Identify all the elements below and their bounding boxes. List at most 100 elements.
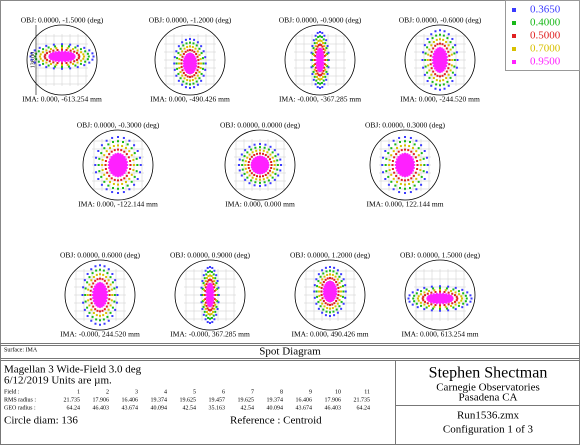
spot-dot xyxy=(52,58,55,61)
spot-dot xyxy=(427,53,430,56)
spot-dot xyxy=(315,42,318,45)
spot-dot xyxy=(450,64,453,67)
spot-dot xyxy=(321,31,324,34)
rms-value: 21.735 xyxy=(354,397,371,403)
spot-dot xyxy=(175,50,178,53)
spot-dot xyxy=(454,73,457,76)
spot-dot xyxy=(215,313,218,316)
spot-dot xyxy=(80,59,83,62)
spot-dot xyxy=(107,302,110,305)
spot-dot xyxy=(254,181,257,184)
obj-label: OBJ: 0.0000, 0.3000 (deg) xyxy=(365,121,445,130)
author: Stephen Shectman xyxy=(429,365,548,382)
spot-dot xyxy=(30,52,33,55)
spot-dot xyxy=(454,300,457,303)
spot-dot xyxy=(210,271,213,274)
spot-dot xyxy=(193,74,196,77)
spot-dot xyxy=(66,47,69,50)
obj-label: OBJ: 0.0000, 0.0000 (deg) xyxy=(220,121,300,130)
spot-dot xyxy=(203,303,206,306)
spot-dot xyxy=(61,46,63,49)
spot-dot xyxy=(408,300,411,303)
spot-dot xyxy=(443,73,446,76)
spot-dot xyxy=(185,42,188,45)
spot-dot xyxy=(122,141,125,144)
spot-dot xyxy=(217,301,220,304)
spot-dot xyxy=(110,150,113,153)
spot-dot xyxy=(430,33,433,36)
spot-dot xyxy=(52,52,55,55)
spot-dot xyxy=(189,72,191,75)
spot-dot xyxy=(404,179,406,182)
spot-dot xyxy=(314,59,317,61)
spot-dot xyxy=(387,152,390,155)
ima-label: IMA: 0.000, 490.426 mm xyxy=(291,330,368,339)
spot-dot xyxy=(406,174,409,177)
spot-dot xyxy=(212,273,215,276)
spot-dot xyxy=(105,290,108,293)
spot-dot xyxy=(322,42,325,45)
spot-dot xyxy=(117,148,119,151)
spot-dot xyxy=(448,63,451,66)
spot-dot xyxy=(426,71,429,74)
airy-circle xyxy=(174,259,246,331)
spot-dot xyxy=(398,136,401,139)
spot-dot xyxy=(419,301,422,304)
spot-dot xyxy=(447,50,450,53)
surface-label: Surface: IMA xyxy=(4,346,38,353)
spot-dot xyxy=(425,288,428,291)
spot-dot xyxy=(435,34,438,37)
spot-dot xyxy=(264,143,267,146)
spot-dot xyxy=(447,285,450,288)
spot-dot xyxy=(69,52,72,55)
spot-dot xyxy=(67,45,70,48)
spot-dot xyxy=(213,294,216,296)
spot-dot xyxy=(432,287,435,290)
spot-dot xyxy=(179,77,182,80)
configuration: Configuration 1 of 3 xyxy=(443,424,534,436)
spot-dot xyxy=(325,78,328,81)
spot-dot xyxy=(209,274,211,277)
spot-dot xyxy=(430,291,433,294)
spot-dot xyxy=(122,191,125,194)
spot-dot xyxy=(269,182,272,185)
spot-dot xyxy=(338,275,341,278)
spot-dot xyxy=(201,294,204,296)
spot-dot xyxy=(83,46,86,49)
spot-dot xyxy=(322,48,325,51)
spot-dot xyxy=(76,49,79,52)
spot-dot xyxy=(99,310,101,313)
ima-label: IMA: 0.000, -122.144 mm xyxy=(78,200,158,209)
spot-dot xyxy=(183,77,186,80)
spot-dot xyxy=(198,71,201,74)
spot-dot xyxy=(319,305,322,308)
spot-dot xyxy=(387,183,390,186)
spot-dot xyxy=(179,71,182,74)
spot-dot xyxy=(210,284,213,287)
spot-dot xyxy=(183,57,186,60)
spot-dot xyxy=(439,33,441,36)
spot-dot xyxy=(447,291,450,294)
spot-dot xyxy=(191,75,194,78)
spot-dot xyxy=(315,38,318,41)
spot-dot xyxy=(65,48,68,51)
spot-dot xyxy=(434,304,437,307)
spot-dot xyxy=(49,62,52,65)
spot-dot xyxy=(80,51,83,54)
spot-dot xyxy=(196,41,199,44)
spot-dot xyxy=(417,180,420,183)
spot-dot xyxy=(210,279,213,282)
spot-dot xyxy=(319,74,321,77)
spot-dot xyxy=(204,290,207,293)
spot-dot xyxy=(331,303,334,306)
spot-dot xyxy=(404,136,406,138)
spot-dot xyxy=(322,300,325,303)
spot-dot xyxy=(439,288,441,291)
spot-dot xyxy=(335,272,338,275)
spot-dot xyxy=(244,178,247,181)
legend-label: 0.4000 xyxy=(530,17,561,29)
spot-dot xyxy=(322,64,325,67)
spot-dot xyxy=(48,56,51,59)
spot-dot xyxy=(133,183,136,186)
spot-dot xyxy=(210,308,213,311)
